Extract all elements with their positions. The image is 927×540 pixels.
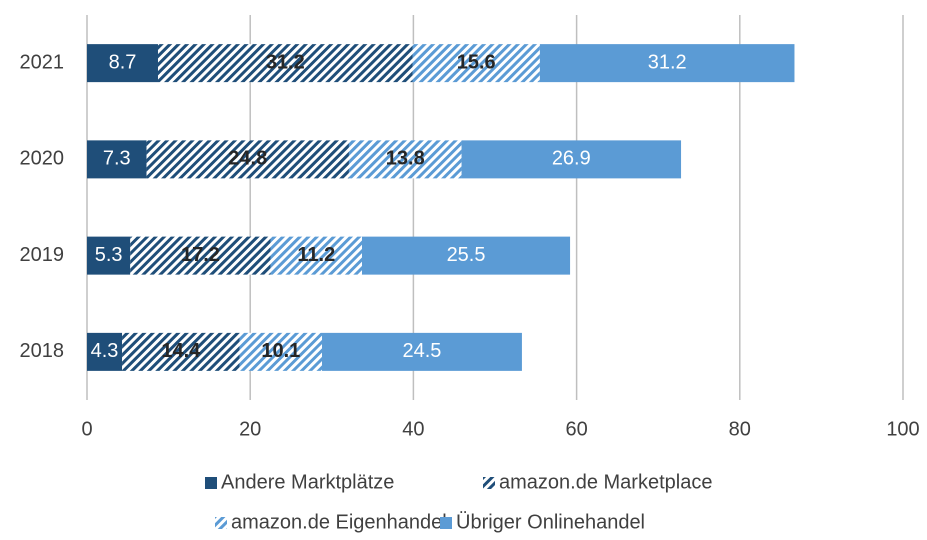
bar-segment	[122, 332, 240, 371]
data-label: 7.3	[103, 148, 131, 170]
bar-segment	[461, 140, 682, 179]
data-label: 25.5	[447, 244, 486, 266]
data-label: 10.1	[261, 340, 300, 362]
data-label: 4.3	[91, 340, 119, 362]
legend-swatch	[483, 477, 495, 489]
y-tick-label: 2019	[20, 244, 65, 266]
bar-segment	[157, 44, 413, 83]
data-label: 14.4	[161, 340, 201, 362]
legend-label: Übriger Onlinehandel	[456, 511, 645, 533]
bar-segment	[130, 236, 271, 275]
bar-segment	[539, 44, 795, 83]
data-label: 24.5	[402, 340, 441, 362]
data-label: 5.3	[95, 244, 123, 266]
data-label: 15.6	[457, 51, 496, 73]
data-label: 26.9	[552, 148, 591, 170]
legend-label: amazon.de Eigenhandel	[231, 511, 447, 533]
y-tick-label: 2018	[20, 340, 65, 362]
x-tick-label: 0	[81, 418, 92, 440]
bar-segment	[322, 332, 522, 371]
data-label: 8.7	[109, 51, 137, 73]
data-label: 17.2	[181, 244, 220, 266]
bar-segment	[239, 332, 323, 371]
bar-segment	[87, 44, 158, 83]
data-label: 13.8	[386, 148, 425, 170]
legend-label: Andere Marktplätze	[221, 471, 394, 493]
data-label: 31.2	[648, 51, 687, 73]
x-tick-label: 40	[402, 418, 424, 440]
legend-swatch	[205, 477, 217, 489]
bar-segment	[87, 332, 123, 371]
data-label: 31.2	[266, 51, 305, 73]
bar-segment	[146, 140, 349, 179]
x-tick-label: 20	[239, 418, 261, 440]
bar-segment	[87, 140, 147, 179]
bar-segment	[361, 236, 571, 275]
y-tick-label: 2020	[20, 148, 65, 170]
legend-swatch	[440, 517, 452, 529]
bar-segment	[412, 44, 540, 83]
x-tick-label: 80	[729, 418, 751, 440]
data-label: 24.8	[228, 148, 267, 170]
x-tick-label: 100	[886, 418, 919, 440]
bar-segment	[87, 236, 131, 275]
x-tick-label: 60	[565, 418, 587, 440]
bar-segment	[270, 236, 362, 275]
data-label: 11.2	[297, 244, 335, 266]
legend-label: amazon.de Marketplace	[499, 471, 712, 493]
bar-segment	[348, 140, 462, 179]
y-tick-label: 2021	[20, 51, 65, 73]
legend-swatch	[215, 517, 227, 529]
